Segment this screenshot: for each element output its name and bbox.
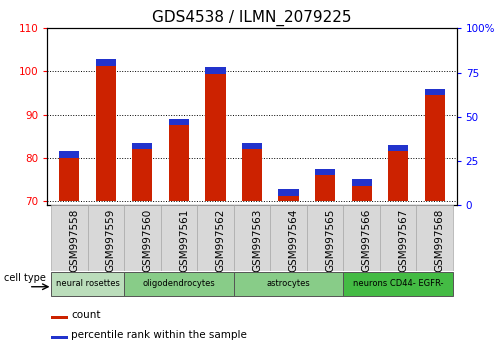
Bar: [242, 149, 262, 201]
Bar: [425, 95, 445, 201]
Text: GSM997558: GSM997558: [69, 209, 79, 272]
Bar: [206, 67, 226, 74]
Bar: [307, 205, 343, 271]
Text: GSM997559: GSM997559: [106, 209, 116, 272]
Text: cell type: cell type: [4, 273, 46, 283]
Bar: [132, 149, 152, 201]
Title: GDS4538 / ILMN_2079225: GDS4538 / ILMN_2079225: [152, 9, 352, 25]
Bar: [124, 272, 234, 296]
Bar: [278, 189, 298, 196]
Bar: [197, 205, 234, 271]
Bar: [161, 205, 197, 271]
Bar: [59, 152, 79, 158]
Text: GSM997566: GSM997566: [362, 209, 372, 272]
Bar: [51, 272, 124, 296]
Text: GSM997561: GSM997561: [179, 209, 189, 272]
Bar: [51, 205, 88, 271]
Text: GSM997560: GSM997560: [142, 209, 152, 272]
Bar: [96, 66, 116, 201]
Bar: [352, 179, 372, 186]
Text: count: count: [71, 310, 101, 320]
Text: GSM997568: GSM997568: [435, 209, 445, 272]
Bar: [425, 89, 445, 95]
Bar: [242, 143, 262, 149]
Text: GSM997563: GSM997563: [252, 209, 262, 272]
Bar: [169, 125, 189, 201]
Bar: [352, 186, 372, 201]
Bar: [388, 152, 408, 201]
Text: oligodendrocytes: oligodendrocytes: [143, 279, 215, 288]
Text: neurons CD44- EGFR-: neurons CD44- EGFR-: [353, 279, 444, 288]
Text: GSM997567: GSM997567: [398, 209, 408, 272]
Bar: [234, 272, 343, 296]
Text: neural rosettes: neural rosettes: [56, 279, 120, 288]
Bar: [51, 316, 68, 319]
Bar: [343, 205, 380, 271]
Bar: [96, 59, 116, 66]
Text: GSM997564: GSM997564: [288, 209, 298, 272]
Bar: [124, 205, 161, 271]
Bar: [315, 175, 335, 201]
Text: percentile rank within the sample: percentile rank within the sample: [71, 330, 247, 340]
Text: GSM997562: GSM997562: [216, 209, 226, 272]
Bar: [315, 169, 335, 175]
Bar: [388, 145, 408, 152]
Bar: [416, 205, 453, 271]
Bar: [59, 158, 79, 201]
Bar: [270, 205, 307, 271]
Bar: [343, 272, 453, 296]
Text: GSM997565: GSM997565: [325, 209, 335, 272]
Bar: [278, 196, 298, 201]
Bar: [51, 336, 68, 339]
Bar: [234, 205, 270, 271]
Bar: [88, 205, 124, 271]
Bar: [169, 119, 189, 125]
Text: astrocytes: astrocytes: [266, 279, 310, 288]
Bar: [132, 143, 152, 149]
Bar: [380, 205, 416, 271]
Bar: [206, 74, 226, 201]
